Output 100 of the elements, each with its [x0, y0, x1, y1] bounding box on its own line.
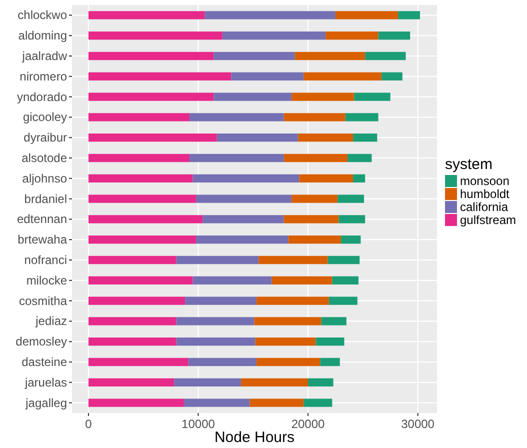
bar [189, 154, 284, 162]
x-tick-label: 0 [85, 417, 92, 431]
bar [88, 317, 176, 326]
bar [88, 215, 203, 224]
y-tick-label: yndorado [16, 90, 68, 104]
bar [88, 92, 214, 101]
bar [241, 378, 308, 386]
y-tick-label: aldoming [18, 28, 67, 43]
x-tick-label: 30000 [401, 417, 435, 431]
bar [176, 256, 259, 264]
bar [256, 358, 320, 366]
bar [174, 378, 242, 386]
bar [316, 338, 344, 346]
bar [320, 358, 340, 366]
legend-label: humboldt [460, 187, 510, 201]
bar [288, 236, 341, 244]
bar [308, 378, 334, 386]
bar [185, 296, 256, 305]
bar [328, 296, 358, 305]
bar [254, 317, 322, 326]
x-axis-title: Node Hours [214, 429, 295, 446]
y-tick-label: edtennan [16, 212, 67, 226]
bar [292, 92, 354, 101]
bar [332, 276, 359, 284]
bar [353, 134, 378, 142]
x-tick-label: 20000 [291, 417, 326, 431]
y-tick-label: dasteine [22, 355, 68, 369]
y-tick-label: milocke [26, 273, 68, 288]
bar [202, 215, 284, 224]
bar [88, 276, 193, 284]
bar [88, 72, 232, 80]
legend-label: california [460, 200, 508, 214]
y-tick-label: demosley [16, 334, 67, 349]
bar [196, 236, 288, 244]
bar [335, 11, 398, 20]
bar [214, 92, 292, 101]
bar [345, 113, 378, 122]
y-tick-label: jediaz [34, 314, 67, 328]
bar [88, 358, 188, 366]
bar [222, 32, 326, 40]
y-tick-label: dyraibur [24, 130, 67, 145]
bar [304, 72, 382, 80]
x-tick-label: 10000 [182, 417, 216, 431]
bar [88, 52, 214, 60]
legend-label: monsoon [460, 174, 510, 188]
y-tick-label: alsotode [22, 151, 68, 165]
bar [328, 256, 360, 264]
bar [88, 154, 190, 162]
bar [250, 398, 304, 407]
bar [176, 317, 254, 326]
bar [321, 317, 346, 326]
legend-label: gulfstream [460, 213, 516, 227]
bar [284, 113, 346, 122]
bar [88, 378, 174, 386]
bar [382, 72, 402, 80]
bar [88, 296, 186, 305]
bar [292, 194, 338, 203]
bar [88, 32, 222, 40]
y-tick-label: brdaniel [24, 192, 67, 206]
bar [304, 398, 332, 407]
y-tick-label: cosmitha [18, 294, 68, 308]
bar [255, 338, 316, 346]
bar [348, 154, 372, 162]
y-tick-label: nofranci [24, 253, 67, 267]
bar [88, 113, 190, 122]
bar [294, 52, 366, 60]
bar [353, 174, 366, 182]
bar [88, 174, 193, 182]
bar [398, 11, 420, 20]
bar [88, 256, 176, 264]
bar [189, 113, 284, 122]
y-tick-label: aljohnso [22, 171, 68, 186]
bar [378, 32, 410, 40]
bar [326, 32, 378, 40]
bar [88, 236, 196, 244]
bar [188, 358, 256, 366]
bar [214, 52, 295, 60]
bar [258, 256, 328, 264]
bar [176, 338, 256, 346]
bar [284, 215, 339, 224]
bar [88, 398, 184, 407]
bar [365, 52, 406, 60]
bar [192, 276, 272, 284]
bar [338, 215, 366, 224]
bar [204, 11, 336, 20]
y-tick-label: niromero [20, 69, 68, 84]
y-tick-label: chlockwo [18, 8, 68, 22]
y-tick-label: jaruelas [24, 375, 67, 390]
bar [338, 194, 364, 203]
bar [196, 194, 292, 203]
legend-title: system [445, 156, 493, 173]
y-tick-label: gicooley [22, 110, 67, 124]
y-tick-label: brtewaha [18, 232, 68, 247]
bar [88, 134, 217, 142]
y-tick-label: jaalradw [21, 49, 68, 63]
y-tick-label: jagalleg [24, 396, 67, 410]
bar [88, 338, 176, 346]
bar [354, 92, 390, 101]
bar [192, 174, 300, 182]
bar [88, 11, 205, 20]
